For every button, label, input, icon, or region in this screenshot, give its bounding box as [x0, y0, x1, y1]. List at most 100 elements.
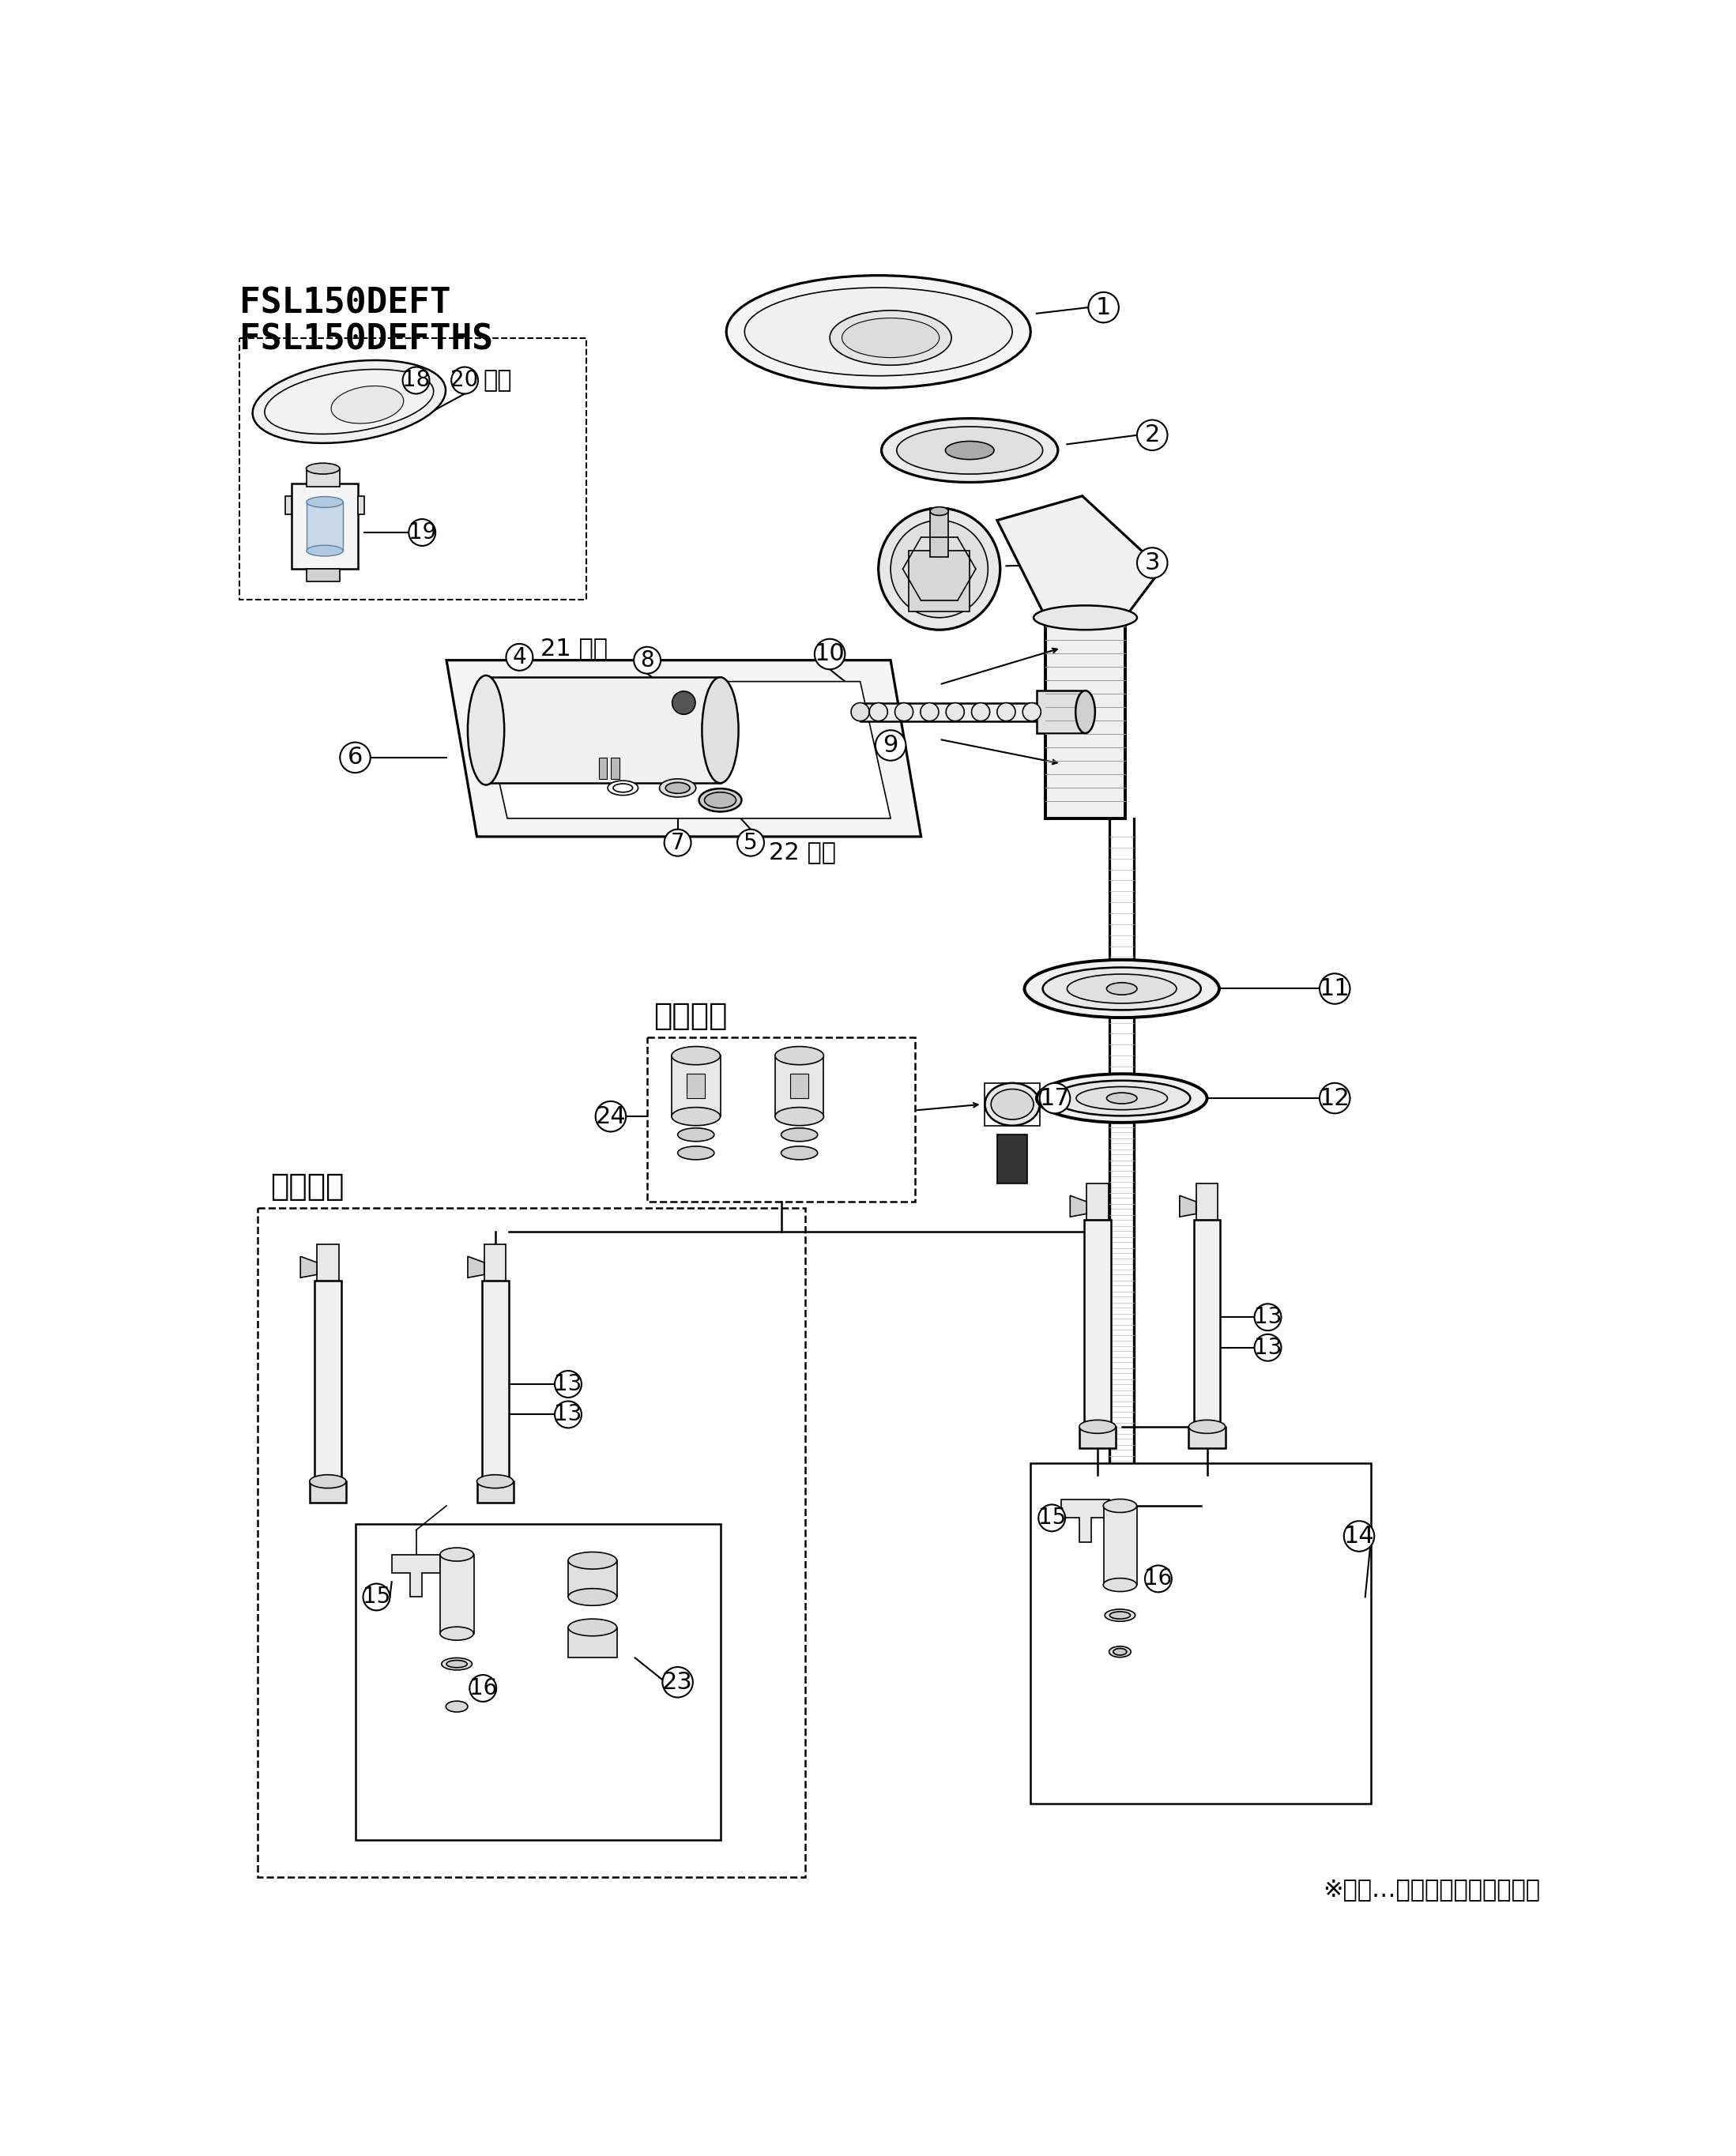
FancyBboxPatch shape	[1083, 1220, 1111, 1427]
Ellipse shape	[264, 369, 434, 433]
Text: 9: 9	[884, 733, 898, 757]
Ellipse shape	[467, 675, 503, 785]
FancyBboxPatch shape	[1196, 1184, 1219, 1220]
Ellipse shape	[1104, 1608, 1135, 1621]
Ellipse shape	[774, 1108, 823, 1125]
Ellipse shape	[1033, 606, 1137, 630]
Ellipse shape	[781, 1147, 818, 1160]
Ellipse shape	[882, 418, 1057, 483]
Ellipse shape	[701, 677, 738, 783]
Ellipse shape	[991, 1089, 1033, 1119]
Text: 23: 23	[663, 1671, 693, 1695]
Ellipse shape	[1106, 983, 1137, 994]
Ellipse shape	[665, 783, 689, 793]
FancyBboxPatch shape	[307, 468, 340, 487]
Polygon shape	[467, 1257, 484, 1279]
Polygon shape	[285, 496, 292, 515]
Text: 20: 20	[451, 369, 479, 392]
Text: 15: 15	[363, 1587, 391, 1608]
Ellipse shape	[309, 1475, 345, 1488]
FancyBboxPatch shape	[910, 550, 970, 612]
Circle shape	[738, 830, 764, 856]
FancyBboxPatch shape	[240, 338, 587, 599]
Circle shape	[408, 520, 436, 545]
FancyBboxPatch shape	[307, 502, 344, 550]
Ellipse shape	[851, 703, 870, 720]
Polygon shape	[446, 660, 922, 837]
FancyBboxPatch shape	[1031, 1464, 1371, 1805]
FancyBboxPatch shape	[356, 1524, 720, 1841]
FancyBboxPatch shape	[599, 757, 608, 778]
FancyBboxPatch shape	[477, 1481, 514, 1503]
FancyBboxPatch shape	[309, 1481, 345, 1503]
Ellipse shape	[1076, 690, 1095, 733]
Polygon shape	[1069, 1197, 1087, 1216]
Ellipse shape	[1036, 1074, 1207, 1123]
Text: 7: 7	[670, 832, 684, 854]
Ellipse shape	[946, 703, 963, 720]
Text: 15: 15	[1038, 1507, 1066, 1529]
Circle shape	[556, 1401, 582, 1427]
Ellipse shape	[984, 1082, 1040, 1125]
Ellipse shape	[920, 703, 939, 720]
Circle shape	[507, 645, 533, 671]
Circle shape	[340, 742, 370, 772]
Ellipse shape	[332, 386, 403, 423]
Ellipse shape	[677, 1128, 713, 1141]
FancyBboxPatch shape	[1104, 1505, 1137, 1585]
Polygon shape	[392, 1554, 441, 1598]
Circle shape	[1319, 975, 1351, 1005]
Ellipse shape	[446, 1660, 467, 1667]
FancyBboxPatch shape	[307, 569, 340, 582]
Ellipse shape	[830, 310, 951, 364]
Text: FSL150DEFTHS: FSL150DEFTHS	[240, 323, 493, 356]
Ellipse shape	[660, 778, 696, 798]
Ellipse shape	[1054, 1080, 1191, 1117]
Circle shape	[1255, 1335, 1281, 1360]
FancyBboxPatch shape	[1194, 1220, 1220, 1427]
Text: 22 撒水: 22 撒水	[769, 841, 837, 862]
Text: 13: 13	[554, 1373, 582, 1395]
Ellipse shape	[972, 703, 990, 720]
Ellipse shape	[608, 780, 639, 796]
Ellipse shape	[252, 360, 446, 444]
FancyBboxPatch shape	[441, 1554, 474, 1634]
Circle shape	[1038, 1505, 1066, 1531]
FancyBboxPatch shape	[1080, 1427, 1116, 1449]
Text: 13: 13	[1253, 1337, 1281, 1358]
FancyBboxPatch shape	[672, 1056, 720, 1117]
Ellipse shape	[1189, 1421, 1226, 1434]
Ellipse shape	[477, 1475, 514, 1488]
Ellipse shape	[307, 545, 344, 556]
Ellipse shape	[726, 276, 1031, 388]
Ellipse shape	[1109, 1647, 1130, 1658]
FancyBboxPatch shape	[687, 1074, 705, 1097]
FancyBboxPatch shape	[292, 483, 358, 569]
Ellipse shape	[946, 442, 995, 459]
Text: 24: 24	[595, 1106, 627, 1128]
Ellipse shape	[700, 789, 741, 811]
Circle shape	[403, 367, 429, 395]
FancyBboxPatch shape	[483, 1281, 509, 1481]
Polygon shape	[300, 1257, 318, 1279]
Circle shape	[1146, 1565, 1172, 1591]
Circle shape	[363, 1585, 391, 1611]
Text: 10: 10	[814, 642, 845, 666]
Circle shape	[1319, 1082, 1351, 1112]
Ellipse shape	[1104, 1498, 1137, 1514]
FancyBboxPatch shape	[484, 1244, 507, 1281]
Text: 13: 13	[554, 1404, 582, 1425]
Ellipse shape	[1043, 968, 1201, 1009]
Text: 寒冷地用: 寒冷地用	[271, 1171, 344, 1201]
Text: 4: 4	[512, 647, 526, 668]
Circle shape	[1088, 293, 1118, 323]
Text: 11: 11	[1319, 977, 1351, 1000]
Text: 6: 6	[347, 746, 363, 770]
Ellipse shape	[307, 496, 344, 507]
Ellipse shape	[898, 427, 1043, 474]
FancyBboxPatch shape	[861, 703, 1085, 720]
Ellipse shape	[781, 1128, 818, 1141]
Ellipse shape	[1024, 959, 1219, 1018]
Text: 寒冷地用: 寒冷地用	[653, 1000, 727, 1031]
Circle shape	[1255, 1304, 1281, 1330]
